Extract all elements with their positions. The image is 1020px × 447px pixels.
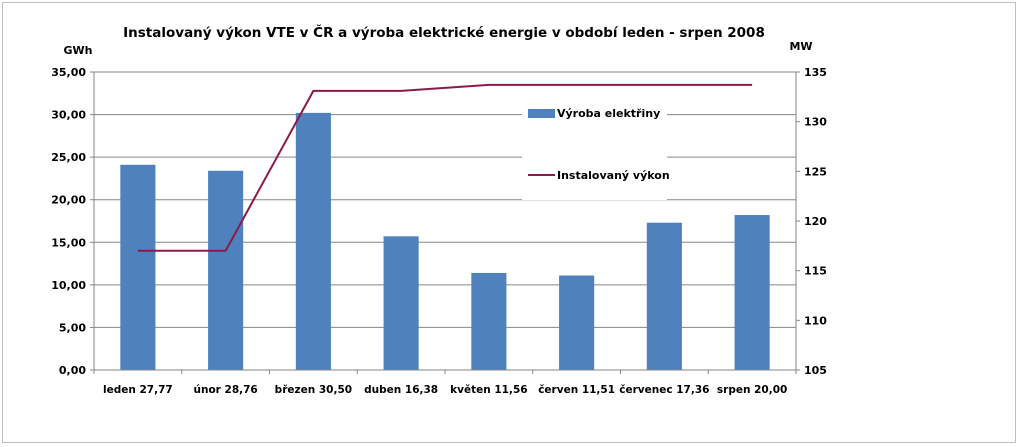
right-tick-label: 130 xyxy=(804,116,827,129)
category-label: únor 28,76 xyxy=(194,384,258,396)
bar-series xyxy=(120,112,770,371)
category-label: květen 11,56 xyxy=(450,384,527,396)
left-tick-label: 0,00 xyxy=(59,364,86,377)
category-label: červen 11,51 xyxy=(538,384,615,396)
bar xyxy=(734,215,770,370)
right-tick-label: 135 xyxy=(804,66,827,79)
bar xyxy=(383,236,419,370)
legend-label-bar: Výroba elektřiny xyxy=(557,107,660,120)
right-tick-label: 125 xyxy=(804,165,827,178)
legend-label-line: Instalovaný výkon xyxy=(557,169,670,182)
right-tick-label: 105 xyxy=(804,364,827,377)
left-tick-label: 30,00 xyxy=(51,109,86,122)
bar xyxy=(646,222,682,370)
left-tick-labels: 0,00 5,00 10,00 15,00 20,00 25,00 30,00 35,00 xyxy=(51,66,94,377)
category-label: duben 16,38 xyxy=(364,384,438,396)
left-tick-label: 15,00 xyxy=(51,236,86,249)
bar xyxy=(471,272,507,370)
right-tick-label: 120 xyxy=(804,215,827,228)
left-tick-label: 10,00 xyxy=(51,279,86,292)
bar xyxy=(120,164,156,370)
category-label: srpen 20,00 xyxy=(717,384,787,396)
right-tick-labels: 105 110 115 120 125 130 135 xyxy=(796,66,827,377)
category-label: leden 27,77 xyxy=(103,384,173,396)
bar xyxy=(208,170,244,370)
gridlines xyxy=(94,71,796,328)
right-axis-unit: MW xyxy=(789,40,812,53)
bar xyxy=(295,112,331,371)
category-label: březen 30,50 xyxy=(275,384,352,396)
chart-title: Instalovaný výkon VTE v ČR a výroba elek… xyxy=(123,23,765,41)
category-labels: leden 27,77 únor 28,76 březen 30,50 duben 1… xyxy=(93,370,797,396)
line-series xyxy=(137,83,753,252)
installed-capacity-line xyxy=(137,83,753,252)
right-tick-label: 110 xyxy=(804,314,827,327)
left-tick-label: 35,00 xyxy=(51,66,86,79)
left-tick-label: 25,00 xyxy=(51,151,86,164)
left-tick-label: 20,00 xyxy=(51,194,86,207)
category-label: červenec 17,36 xyxy=(619,384,709,396)
left-tick-label: 5,00 xyxy=(59,321,86,334)
legend-swatch-bar xyxy=(528,109,555,118)
bar xyxy=(559,275,595,370)
left-axis-unit: GWh xyxy=(64,44,93,57)
legend: Výroba elektřiny Instalovaný výkon xyxy=(522,95,670,200)
right-tick-label: 115 xyxy=(804,265,827,278)
